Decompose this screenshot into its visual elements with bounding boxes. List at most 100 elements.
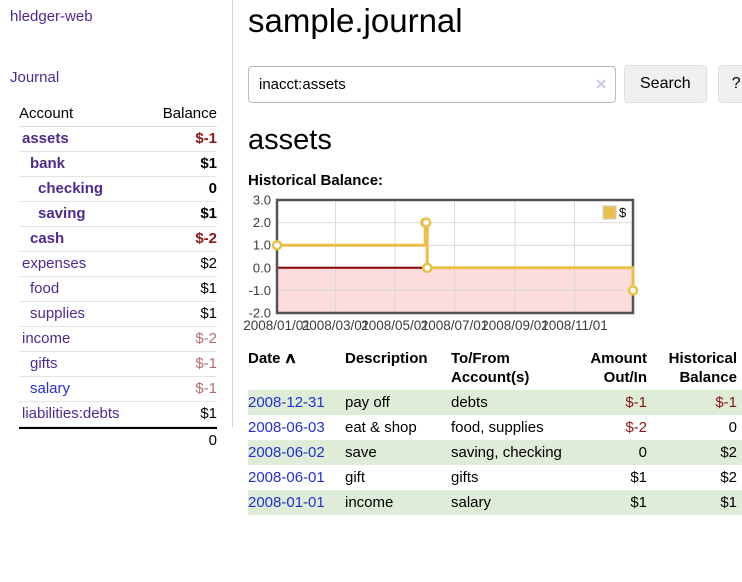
account-link-income[interactable]: income xyxy=(22,330,71,347)
account-balance: $-2 xyxy=(195,330,217,347)
account-row: gifts $-1 xyxy=(19,352,217,377)
search-input[interactable] xyxy=(248,65,616,103)
transaction-amount: $-2 xyxy=(625,419,647,436)
hist-header-line1: Historical xyxy=(668,350,737,367)
accounts-total-value: 0 xyxy=(208,432,217,449)
sidebar-item-journal[interactable]: Journal xyxy=(10,69,60,86)
svg-text:-2.0: -2.0 xyxy=(249,306,271,321)
svg-text:2008/11/01: 2008/11/01 xyxy=(541,318,608,333)
account-link-checking[interactable]: checking xyxy=(38,180,104,197)
svg-text:2008/01/01: 2008/01/01 xyxy=(243,318,311,333)
accounts-header-balance: Balance xyxy=(162,105,217,122)
account-row: bank $1 xyxy=(19,152,217,177)
account-link-gifts[interactable]: gifts xyxy=(30,355,58,372)
amount-header-line2: Out/In xyxy=(603,369,647,386)
svg-text:$: $ xyxy=(619,205,627,220)
transaction-description: gift xyxy=(345,469,366,486)
svg-text:3.0: 3.0 xyxy=(253,193,271,208)
tofrom-header-line1: To/From xyxy=(451,350,510,367)
transaction-accounts: debts xyxy=(451,394,488,411)
page-title: sample.journal xyxy=(248,2,463,39)
tofrom-header-line2: Account(s) xyxy=(451,369,530,386)
clear-search-icon[interactable]: ✕ xyxy=(595,75,607,92)
account-link-assets[interactable]: assets xyxy=(22,130,69,147)
account-link-liabilities-debts[interactable]: liabilities:debts xyxy=(22,405,120,422)
account-balance: $-1 xyxy=(195,355,217,372)
account-balance: $1 xyxy=(200,280,217,297)
transaction-date-link[interactable]: 2008-06-03 xyxy=(248,419,325,436)
account-balance: $2 xyxy=(200,255,217,272)
register-table: Date ∧ Description To/From Account(s) Amou… xyxy=(248,346,742,515)
transaction-date-link[interactable]: 2008-06-01 xyxy=(248,469,325,486)
account-balance: $-1 xyxy=(195,380,217,397)
account-row: expenses $2 xyxy=(19,252,217,277)
col-header-description: Description xyxy=(345,350,428,367)
col-header-balance: Historical Balance xyxy=(647,346,742,390)
transaction-balance: $-1 xyxy=(715,394,737,411)
help-button[interactable]: ? xyxy=(717,65,742,103)
svg-text:2008/03/01: 2008/03/01 xyxy=(302,318,370,333)
table-row: 2008-06-01 gift gifts $1 $2 xyxy=(248,465,742,490)
account-row: cash $-2 xyxy=(19,227,217,252)
sidebar: hledger-web Journal Account Balance asse… xyxy=(0,0,233,449)
col-header-date[interactable]: Date ∧ xyxy=(248,346,345,390)
account-link-expenses[interactable]: expenses xyxy=(22,255,87,272)
historical-balance-chart: 3.0 2.0 1.0 0.0 -1.0 -2.0 2008/01/01 2008/03/01… xyxy=(243,193,742,335)
transaction-amount: $1 xyxy=(630,494,647,511)
table-row: 2008-12-31 pay off debts $-1 $-1 xyxy=(248,390,742,415)
transaction-date-link[interactable]: 2008-01-01 xyxy=(248,494,325,511)
transaction-balance: $2 xyxy=(720,444,737,461)
chart-heading: Historical Balance: xyxy=(248,172,384,189)
hist-header-line2: Balance xyxy=(679,369,737,386)
search-box: ✕ xyxy=(248,65,616,103)
table-row: 2008-06-02 save saving, checking 0 $2 xyxy=(248,440,742,465)
transaction-accounts: saving, checking xyxy=(451,444,562,461)
register-header-row: Date ∧ Description To/From Account(s) Amou… xyxy=(248,346,742,390)
account-row: income $-2 xyxy=(19,327,217,352)
transaction-balance: $2 xyxy=(720,469,737,486)
account-heading: assets xyxy=(248,124,332,156)
transaction-description: income xyxy=(345,494,394,511)
account-link-salary[interactable]: salary xyxy=(30,380,71,397)
search-form: ✕ Search ? xyxy=(248,65,742,103)
transaction-accounts: salary xyxy=(451,494,492,511)
accounts-tree: Account Balance assets $-1 bank $1 check… xyxy=(19,102,217,453)
transaction-description: save xyxy=(345,444,377,461)
account-link-cash[interactable]: cash xyxy=(30,230,65,247)
main-content: sample.journal ✕ Search ? assets Histori… xyxy=(243,0,742,515)
amount-header-line1: Amount xyxy=(590,350,647,367)
svg-text:-1.0: -1.0 xyxy=(249,283,271,298)
date-header-label: Date xyxy=(248,350,281,367)
transaction-description: pay off xyxy=(345,394,390,411)
transaction-amount: $1 xyxy=(630,469,647,486)
account-row: assets $-1 xyxy=(19,127,217,152)
account-link-saving[interactable]: saving xyxy=(38,205,86,222)
account-link-bank[interactable]: bank xyxy=(30,155,66,172)
brand-link[interactable]: hledger-web xyxy=(10,8,93,25)
account-balance: $-1 xyxy=(195,130,217,147)
account-row: checking 0 xyxy=(19,177,217,202)
col-header-amount: Amount Out/In xyxy=(569,346,647,390)
svg-text:0.0: 0.0 xyxy=(253,260,271,275)
svg-text:2008/09/01: 2008/09/01 xyxy=(481,318,549,333)
transaction-accounts: food, supplies xyxy=(451,419,544,436)
account-link-food[interactable]: food xyxy=(30,280,60,297)
transaction-balance: 0 xyxy=(728,419,737,436)
svg-text:2008/07/01: 2008/07/01 xyxy=(421,318,489,333)
transaction-accounts: gifts xyxy=(451,469,479,486)
svg-text:1.0: 1.0 xyxy=(253,238,271,253)
account-row: salary $-1 xyxy=(19,377,217,402)
account-row: liabilities:debts $1 xyxy=(19,402,217,427)
transaction-description: eat & shop xyxy=(345,419,417,436)
transaction-date-link[interactable]: 2008-06-02 xyxy=(248,444,325,461)
sort-asc-icon: ∧ xyxy=(283,350,297,367)
account-balance: 0 xyxy=(208,180,217,197)
transaction-date-link[interactable]: 2008-12-31 xyxy=(248,394,325,411)
account-row: supplies $1 xyxy=(19,302,217,327)
transaction-balance: $1 xyxy=(720,494,737,511)
account-balance: $1 xyxy=(200,405,217,422)
account-link-supplies[interactable]: supplies xyxy=(30,305,86,322)
account-row: saving $1 xyxy=(19,202,217,227)
search-button[interactable]: Search xyxy=(624,65,707,103)
accounts-total-row: 0 xyxy=(19,427,217,453)
